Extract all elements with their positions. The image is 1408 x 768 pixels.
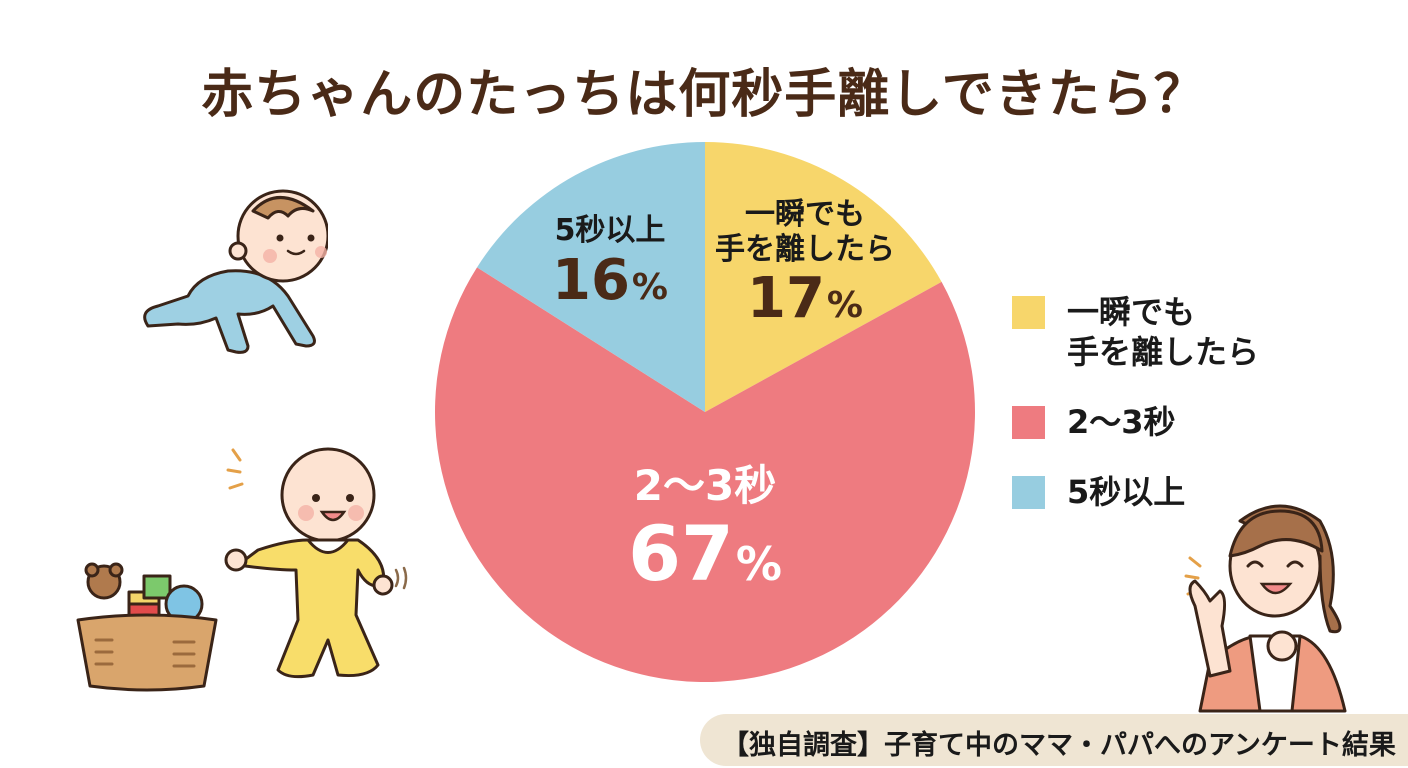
source-footer: 【独自調査】子育て中のママ・パパへのアンケート結果: [700, 714, 1408, 766]
walking-baby-illustration: [224, 447, 408, 679]
pie-slice: [477, 142, 705, 412]
legend-swatch: [1012, 406, 1045, 439]
legend-item-5sec: 5秒以上: [1012, 472, 1259, 512]
toy-basket-illustration: [76, 562, 218, 692]
slice-category: 一瞬でも: [745, 197, 865, 232]
slice-category: 2〜3秒: [633, 461, 777, 510]
slice-label-2-3sec: 2〜3秒 67%: [590, 461, 820, 599]
crawling-baby-illustration: [143, 189, 328, 354]
legend-label: 5秒以上: [1067, 473, 1186, 511]
slice-category: 手を離したら: [715, 231, 895, 267]
legend-swatch: [1012, 296, 1045, 329]
slice-label-5sec: 5秒以上 16%: [530, 213, 690, 313]
legend-item-2-3sec: 2〜3秒: [1012, 402, 1259, 442]
legend-label: 2〜3秒: [1067, 403, 1176, 441]
footer-text: 【独自調査】子育て中のママ・パパへのアンケート結果: [722, 730, 1396, 761]
slice-value: 17%: [746, 266, 863, 331]
legend: 一瞬でも 手を離したら 2〜3秒 5秒以上: [1012, 292, 1259, 542]
page-title: 赤ちゃんのたっちは何秒手離しできたら？: [201, 65, 1207, 125]
slice-label-instant: 一瞬でも 手を離したら 17%: [700, 197, 910, 331]
legend-swatch: [1012, 476, 1045, 509]
slice-value: 67%: [628, 509, 782, 599]
legend-label: 一瞬でも 手を離したら: [1067, 293, 1260, 371]
pie-slice: [705, 142, 942, 412]
slice-value: 16%: [551, 247, 668, 313]
legend-item-instant: 一瞬でも 手を離したら: [1012, 292, 1259, 372]
pie-slice: [435, 267, 975, 682]
slice-category: 5秒以上: [554, 213, 666, 248]
cheering-mother-illustration: [1184, 504, 1347, 713]
